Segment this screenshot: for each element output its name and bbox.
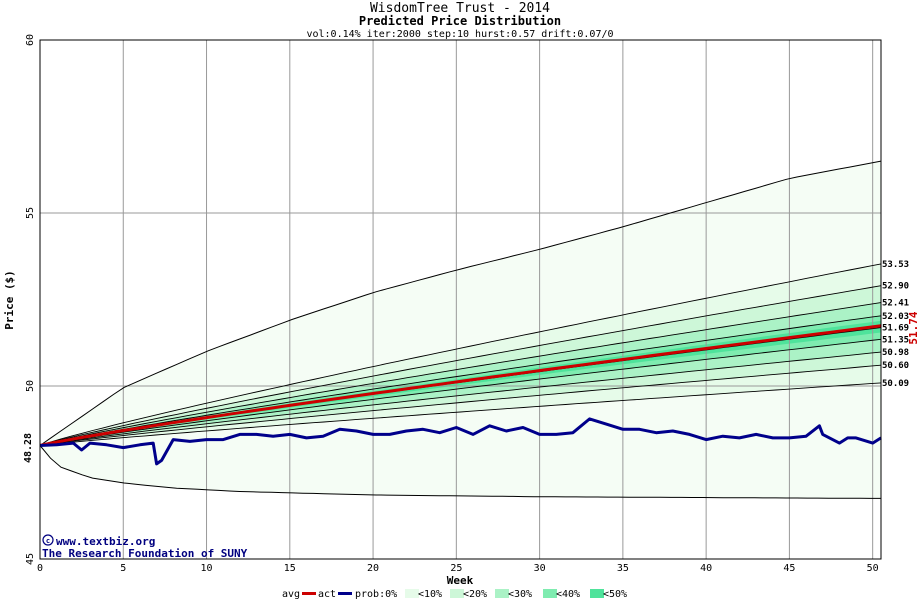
band-line bbox=[39, 382, 882, 446]
avg-line bbox=[39, 324, 882, 447]
y-tick-label: 50 bbox=[25, 380, 36, 392]
band-value-label: 51.69 bbox=[882, 324, 909, 334]
grid-lines bbox=[40, 40, 881, 559]
legend-prob-label: <40% bbox=[556, 589, 580, 600]
series-lines bbox=[39, 160, 882, 499]
band-line bbox=[39, 263, 882, 446]
legend: avg act prob:0% <10% <20% <30% <40% <50% bbox=[282, 589, 627, 600]
legend-prob-swatch bbox=[495, 589, 509, 598]
start-price-label: 48.28 bbox=[23, 433, 34, 463]
x-tick-label: 5 bbox=[120, 563, 126, 574]
x-tick-label: 20 bbox=[367, 563, 379, 574]
x-tick-label: 40 bbox=[700, 563, 712, 574]
legend-prob-label: <30% bbox=[508, 589, 532, 600]
legend-prob-label: <50% bbox=[603, 589, 627, 600]
band-line bbox=[39, 364, 882, 446]
x-tick-label: 30 bbox=[534, 563, 546, 574]
avg-end-label: 51.74 bbox=[907, 311, 920, 344]
legend-prob-swatch bbox=[450, 589, 464, 598]
x-tick-label: 25 bbox=[450, 563, 462, 574]
y-axis-label: Price ($) bbox=[3, 270, 16, 330]
x-tick-label: 50 bbox=[867, 563, 879, 574]
legend-act-label: act bbox=[318, 589, 336, 600]
band-line bbox=[39, 302, 882, 446]
band-line bbox=[39, 338, 882, 446]
chart-subtitle: Predicted Price Distribution bbox=[359, 14, 561, 28]
band-line bbox=[39, 315, 882, 446]
chart-params: vol:0.14% iter:2000 step:10 hurst:0.57 d… bbox=[306, 29, 613, 40]
chart-title: WisdomTree Trust - 2014 bbox=[370, 1, 550, 16]
plot-frame bbox=[39, 39, 882, 560]
y-tick-label: 55 bbox=[25, 207, 36, 219]
band-value-label: 50.60 bbox=[882, 361, 909, 371]
x-tick-label: 15 bbox=[284, 563, 296, 574]
legend-avg-swatch bbox=[302, 592, 316, 595]
band-value-label: 52.03 bbox=[882, 312, 909, 322]
band-value-label: 52.41 bbox=[882, 299, 909, 309]
band-value-label: 50.09 bbox=[882, 379, 909, 389]
legend-prob-swatch bbox=[590, 589, 604, 598]
credit-org: The Research Foundation of SUNY bbox=[42, 547, 248, 560]
x-tick-label: 45 bbox=[783, 563, 795, 574]
axis-ticks: 0 5 10 15 20 25 30 35 40 45 50 45 50 55 60 bbox=[25, 34, 879, 574]
legend-prob-label: <20% bbox=[463, 589, 487, 600]
credit-url: www.textbiz.org bbox=[56, 535, 155, 548]
act-line bbox=[39, 417, 882, 466]
legend-act-swatch bbox=[338, 592, 352, 595]
envelope-lower-line bbox=[39, 445, 881, 499]
band-value-label: 53.53 bbox=[882, 260, 909, 270]
legend-prob-swatch bbox=[543, 589, 557, 598]
legend-avg-label: avg bbox=[282, 589, 300, 600]
copyright-symbol: c bbox=[46, 537, 50, 545]
x-tick-label: 0 bbox=[37, 563, 43, 574]
legend-prob-label: <10% bbox=[418, 589, 442, 600]
band-value-label: 51.35 bbox=[882, 335, 909, 345]
x-axis-label: Week bbox=[447, 574, 474, 587]
legend-prob-swatch bbox=[405, 589, 419, 598]
legend-prob-label: prob:0% bbox=[355, 589, 397, 600]
probability-bands bbox=[40, 161, 881, 499]
band-line bbox=[39, 351, 882, 446]
x-tick-label: 35 bbox=[617, 563, 629, 574]
band-value-label: 50.98 bbox=[882, 348, 909, 358]
band-line bbox=[39, 285, 882, 446]
x-tick-label: 10 bbox=[201, 563, 213, 574]
y-tick-label: 45 bbox=[25, 553, 36, 565]
band-value-label: 52.90 bbox=[882, 282, 909, 292]
credit-block: c www.textbiz.org The Research Foundatio… bbox=[42, 534, 248, 560]
copyright-icon bbox=[42, 534, 54, 546]
y-tick-label: 60 bbox=[25, 34, 36, 46]
envelope-upper-line bbox=[39, 160, 882, 446]
